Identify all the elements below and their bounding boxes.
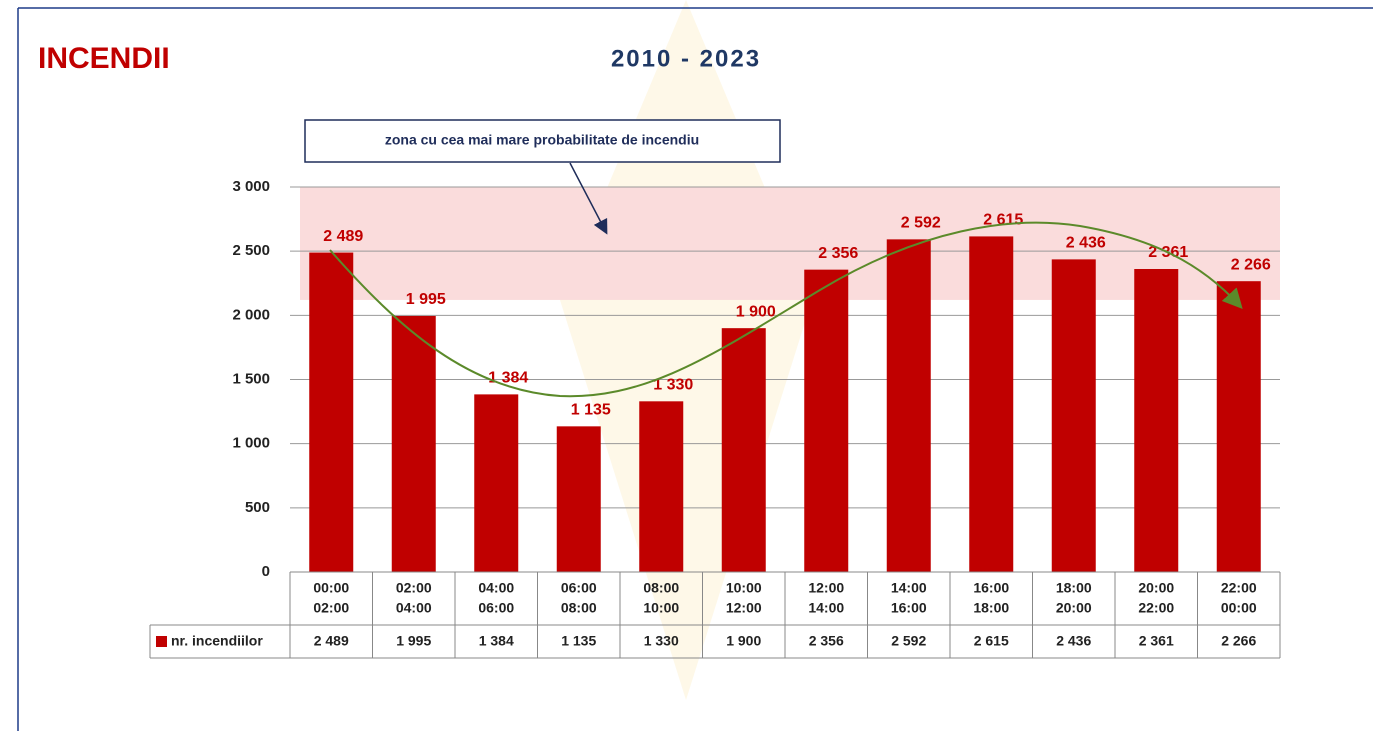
data-label: 2 266 [1231, 256, 1271, 273]
x-tick-label: 08:00 [643, 580, 679, 596]
x-tick-label: 18:00 [973, 600, 1009, 616]
highlight-zone [300, 187, 1280, 300]
x-tick-label: 06:00 [561, 580, 597, 596]
data-label: 1 135 [571, 402, 611, 419]
x-tick-label: 14:00 [808, 600, 844, 616]
bar [804, 269, 849, 572]
x-tick-label: 04:00 [396, 600, 432, 616]
x-tick-label: 14:00 [891, 580, 927, 596]
table-value: 2 489 [314, 633, 349, 649]
watermark [560, 0, 812, 700]
x-tick-label: 02:00 [396, 580, 432, 596]
x-tick-label: 16:00 [973, 580, 1009, 596]
x-tick-label: 02:00 [313, 600, 349, 616]
table-value: 1 330 [644, 633, 679, 649]
table-value: 2 436 [1056, 633, 1091, 649]
y-tick-label: 2 000 [232, 306, 270, 323]
table-value: 2 356 [809, 633, 844, 649]
x-tick-label: 20:00 [1138, 580, 1174, 596]
y-tick-label: 0 [262, 563, 270, 580]
x-tick-label: 22:00 [1138, 600, 1174, 616]
trend-curve [329, 221, 1243, 398]
y-tick-label: 1 500 [232, 370, 270, 387]
y-tick-label: 1 000 [232, 435, 270, 452]
table-value: 1 995 [396, 633, 431, 649]
title: INCENDII [38, 42, 170, 75]
table-value: 1 135 [561, 633, 596, 649]
annotation-arrow [569, 162, 608, 235]
bar [474, 394, 519, 572]
data-label: 2 592 [901, 215, 941, 232]
data-label: 1 330 [653, 377, 693, 394]
x-tick-label: 22:00 [1221, 580, 1257, 596]
table-value: 2 361 [1139, 633, 1174, 649]
bar [1134, 269, 1179, 572]
bar [556, 426, 601, 572]
x-tick-label: 04:00 [478, 580, 514, 596]
bar [391, 315, 436, 572]
y-tick-label: 3 000 [232, 178, 270, 195]
bar [1216, 281, 1261, 572]
x-tick-label: 10:00 [643, 600, 679, 616]
bar [639, 401, 684, 572]
table-value: 1 900 [726, 633, 761, 649]
data-label: 2 356 [818, 245, 858, 262]
data-label: 1 384 [488, 370, 528, 387]
y-tick-label: 2 500 [232, 242, 270, 259]
data-label: 2 436 [1066, 235, 1106, 252]
legend-swatch [156, 636, 167, 647]
x-tick-label: 20:00 [1056, 600, 1092, 616]
x-tick-label: 18:00 [1056, 580, 1092, 596]
bar [886, 239, 931, 573]
x-tick-label: 00:00 [1221, 600, 1257, 616]
legend-label: nr. incendiilor [171, 633, 263, 649]
data-label: 1 900 [736, 303, 776, 320]
table-value: 2 592 [891, 633, 926, 649]
x-tick-label: 08:00 [561, 600, 597, 616]
x-tick-label: 10:00 [726, 580, 762, 596]
x-tick-label: 12:00 [726, 600, 762, 616]
bar [721, 328, 766, 572]
bar [309, 252, 354, 572]
x-tick-label: 06:00 [478, 600, 514, 616]
annotation: zona cu cea mai mare probabilitate de in… [385, 132, 699, 148]
x-tick-label: 16:00 [891, 600, 927, 616]
data-label: 1 995 [406, 291, 446, 308]
bar [969, 236, 1014, 573]
annotation-box [304, 119, 781, 163]
x-tick-label: 12:00 [808, 580, 844, 596]
table-value: 2 266 [1221, 633, 1256, 649]
subtitle: 2010 - 2023 [611, 45, 761, 72]
bar [1051, 259, 1096, 572]
y-tick-label: 500 [245, 499, 270, 516]
table-value: 1 384 [479, 633, 514, 649]
table-value: 2 615 [974, 633, 1009, 649]
x-tick-label: 00:00 [313, 580, 349, 596]
data-label: 2 489 [323, 228, 363, 245]
